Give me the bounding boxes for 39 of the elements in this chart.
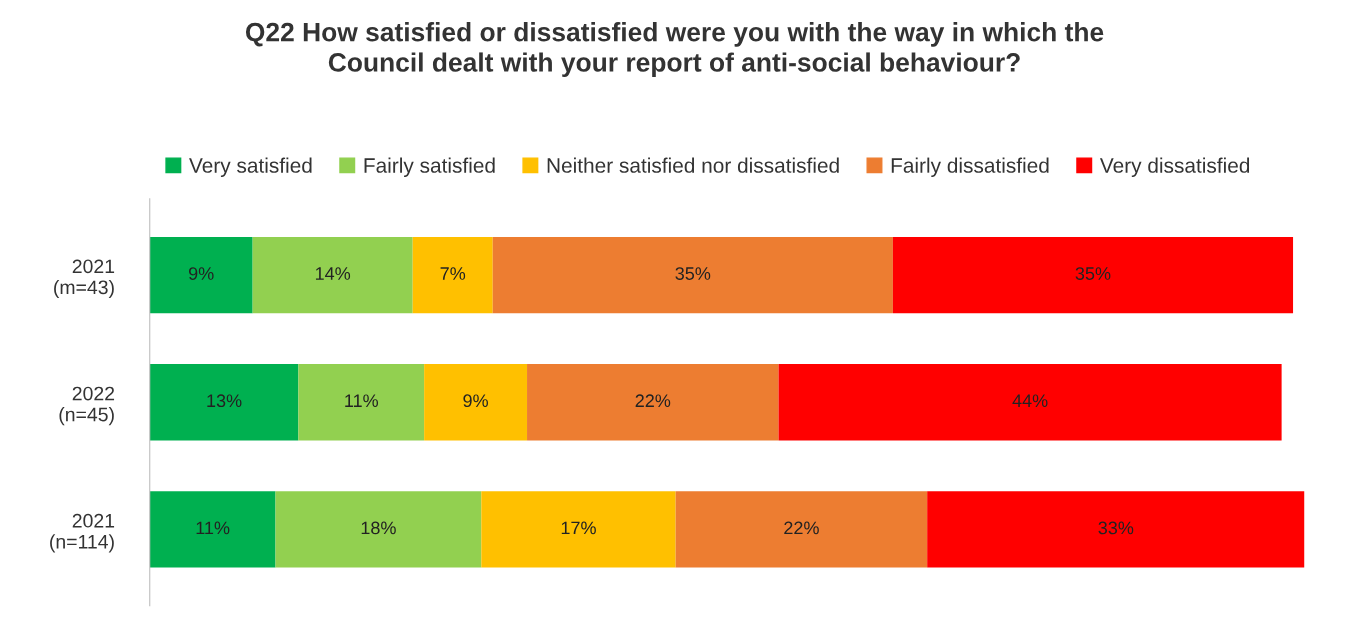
data-label: 14% [315, 267, 351, 280]
legend-label: Very satisfied [189, 157, 312, 177]
bar [252, 236, 413, 314]
data-label: 9% [188, 267, 214, 280]
legend-label: Fairly satisfied [364, 157, 495, 177]
data-label: 35% [1075, 267, 1111, 280]
y-tick-label: 2021 (m=43) [54, 259, 115, 299]
bar [424, 364, 528, 441]
bar [412, 236, 493, 314]
bar [527, 364, 779, 441]
bar [275, 491, 482, 568]
chart-title: Q22 How satisfied or dissatisfied were you with the way in which the Council dealt with your report of anti-social behaviour? [245, 22, 1104, 78]
bar [492, 236, 893, 314]
bar [149, 236, 253, 314]
data-label: 22% [784, 521, 819, 535]
bar [892, 236, 1294, 314]
legend-label: Fairly dissatisfied [891, 157, 1049, 177]
bar [675, 491, 928, 568]
legend-label: Very dissatisfied [1099, 157, 1250, 177]
data-label: 35% [675, 267, 711, 280]
bar [927, 491, 1305, 568]
data-label: 44% [1012, 394, 1048, 408]
data-label: 9% [463, 394, 488, 408]
data-label: 22% [635, 394, 671, 408]
data-label: 11% [345, 394, 379, 408]
data-label: 11% [196, 521, 230, 535]
data-label: 13% [207, 394, 242, 408]
bar [298, 364, 425, 441]
data-label: 7% [440, 267, 466, 280]
data-label: 33% [1098, 521, 1134, 535]
bar [149, 491, 276, 568]
data-label: 18% [361, 521, 396, 535]
bar [778, 364, 1282, 441]
y-tick-label: 2022 (n=45) [59, 386, 115, 426]
bar [149, 364, 299, 441]
y-tick-label: 2021 (n=114) [50, 513, 115, 553]
data-label: 17% [561, 521, 596, 535]
legend-label: Neither satisfied nor dissatisfied [547, 157, 839, 173]
bar [481, 491, 676, 568]
